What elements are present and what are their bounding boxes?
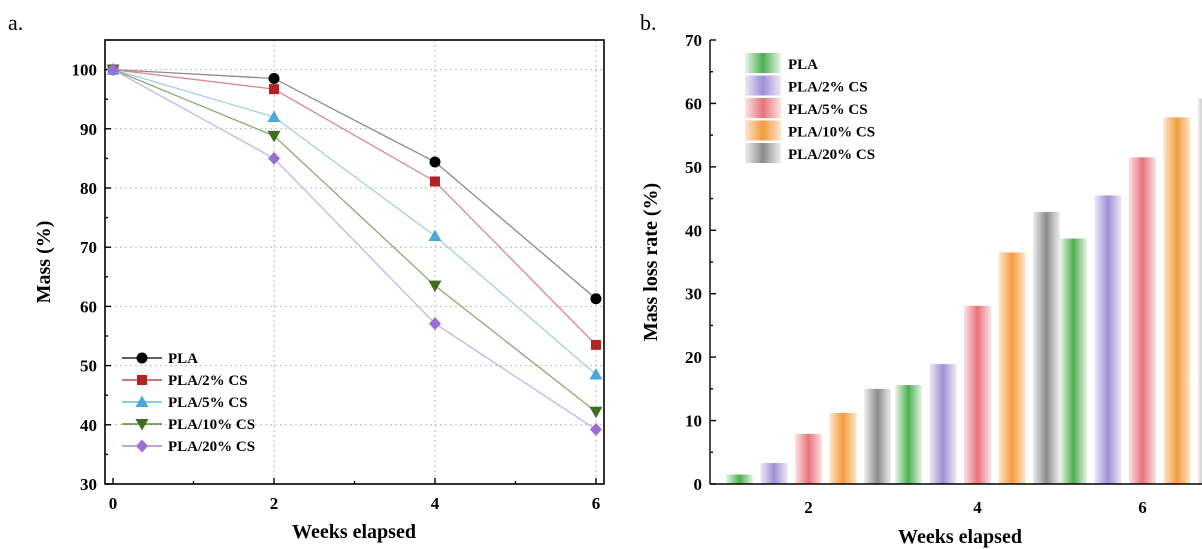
x-tick-label: 2 [804,498,813,517]
bar [1163,117,1191,484]
panel-b-label: b. [640,10,657,35]
bar [829,412,857,484]
legend-label: PLA/10% CS [168,417,255,433]
data-point [589,367,603,380]
data-point [428,229,442,241]
y-tick-label: 40 [80,416,97,435]
data-point [267,130,281,143]
legend-swatch [745,98,781,118]
x-axis-title: Weeks elapsed [292,521,416,543]
data-point [428,280,442,293]
bar [726,474,753,484]
legend-swatch [745,143,781,163]
x-tick-label: 6 [1138,498,1147,517]
plot-frame [104,39,605,485]
data-point [267,110,281,122]
y-tick-label: 70 [80,238,97,257]
bars [726,98,1202,485]
bar [864,388,891,484]
data-point [268,151,281,165]
x-tick-label: 0 [109,494,118,513]
bar [998,252,1026,484]
y-tick-label: 30 [685,285,702,304]
legend-label: PLA/10% CS [788,125,875,141]
data-point [590,293,602,305]
y-axis-title: Mass loss rate (%) [640,183,662,341]
bar [964,305,991,484]
series-line [112,68,597,413]
x-tick-label: 2 [270,494,279,513]
x-axis-title: Weeks elapsed [898,526,1022,548]
data-point [429,176,440,187]
panel-a-label: a. [8,10,23,35]
bar [1060,238,1087,484]
legend-label: PLA [788,57,818,73]
y-tick-label: 10 [685,412,702,431]
y-tick-label: 100 [72,61,98,80]
legend-marker [136,352,148,364]
line-chart-panel: a. 30 40 50 60 70 80 90 100 0 2 4 6 Weeks elapsed M… [8,10,605,543]
data-point [590,339,601,350]
data-point [589,406,603,419]
legend-swatch [745,53,781,73]
data-point [268,72,280,84]
data-point [429,156,441,168]
bar [929,364,957,484]
bar [795,433,822,484]
y-tick-label: 20 [685,348,702,367]
legend-swatch [745,75,781,96]
y-tick-label: 70 [685,31,702,50]
legend-marker [136,439,148,453]
y-tick-label: 0 [694,475,703,494]
x-tick-label: 4 [431,494,440,513]
data-point [107,63,120,77]
series-line [112,69,597,431]
y-tick-label: 60 [80,297,97,316]
bar [1198,98,1202,485]
bar [1094,195,1122,484]
legend-label: PLA/2% CS [168,373,248,389]
legend-label: PLA/5% CS [788,102,868,118]
series-markers [106,63,603,437]
legend-marker [135,419,149,431]
legend-label: PLA/20% CS [788,147,875,163]
y-tick-label: 50 [685,158,702,177]
bar [1129,157,1156,485]
bar-chart-panel: b. 0 10 20 30 40 50 60 70 2 4 6 Weeks elapsed Mass… [640,10,1202,548]
bar [760,463,788,484]
y-tick-label: 80 [80,179,97,198]
data-point [428,317,441,331]
y-tick-label: 50 [80,357,97,376]
y-tick-label: 90 [80,120,97,139]
series-line [113,68,597,300]
legend-label: PLA [168,351,198,367]
series-line [112,68,597,346]
axis-ticks: 0 10 20 30 40 50 60 70 2 4 6 [685,31,1147,517]
data-point [269,84,280,95]
legend-label: PLA/20% CS [168,439,255,455]
data-point [589,423,602,437]
y-tick-label: 40 [685,221,702,240]
bar [1033,211,1060,485]
axis-ticks: 30 40 50 60 70 80 90 100 0 2 4 6 [72,61,601,513]
legend: PLA PLA/2% CS PLA/5% CS PLA/10% CS PLA/20% C… [122,351,255,455]
x-tick-label: 4 [973,498,982,517]
legend-marker [135,395,149,407]
bar [895,385,922,484]
legend-label: PLA/2% CS [788,80,868,96]
series-line [112,68,597,375]
series-lines [112,68,597,431]
legend-marker [137,375,147,385]
legend-swatch [745,120,781,141]
legend-label: PLA/5% CS [168,395,248,411]
y-tick-label: 30 [80,475,97,494]
x-tick-label: 6 [592,494,601,513]
y-tick-label: 60 [685,94,702,113]
legend: PLA PLA/2% CS PLA/5% CS PLA/10% CS PLA/20% C… [745,53,875,163]
y-axis-title: Mass (%) [33,221,55,304]
